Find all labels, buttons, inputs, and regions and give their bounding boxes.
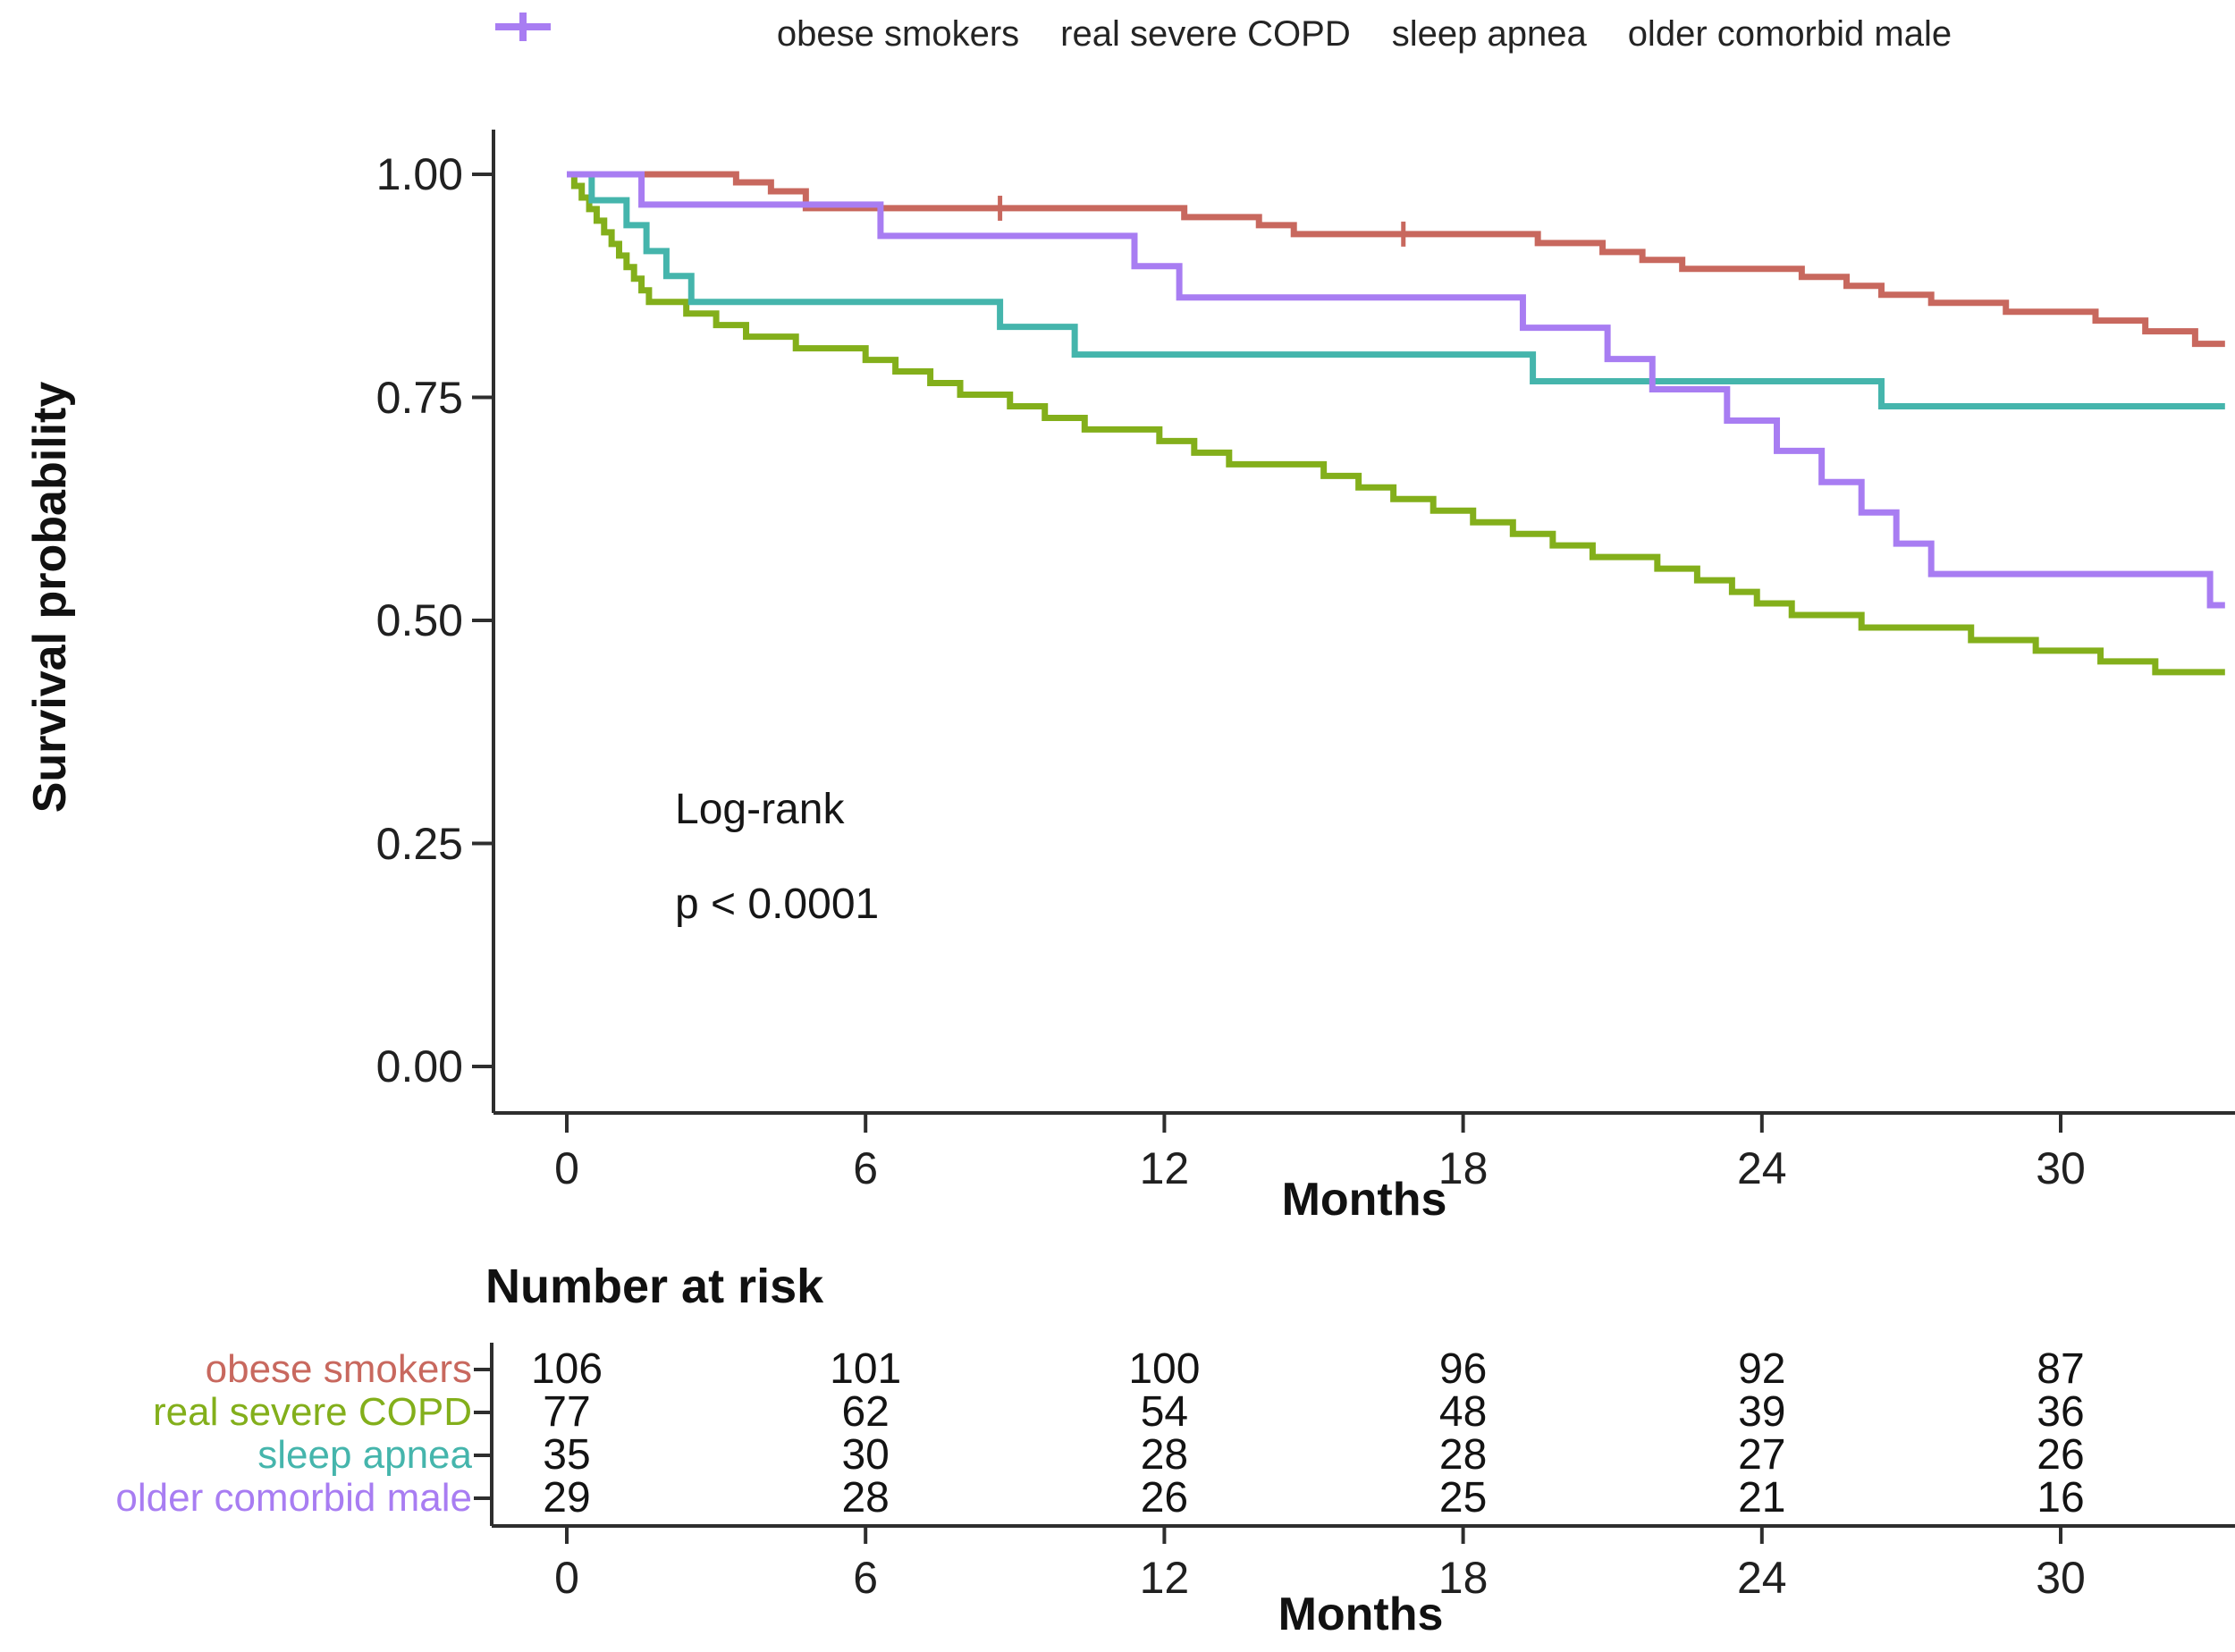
- risk-count-cell: 48: [1438, 1388, 1488, 1436]
- risk-count-cell: 26: [2037, 1431, 2085, 1479]
- logrank-annotation: Log-rank: [675, 786, 845, 833]
- legend-label: older comorbid male: [1627, 13, 1952, 54]
- risk-count-cell: 21: [1738, 1474, 1786, 1521]
- risk-count-cell: 96: [1438, 1345, 1488, 1393]
- risk-count-cell: 92: [1738, 1345, 1786, 1393]
- risk-count-cell: 26: [1140, 1474, 1189, 1521]
- y-tick-label: 0.75: [375, 372, 463, 423]
- pvalue-annotation: p < 0.0001: [675, 881, 880, 928]
- x-tick-label: 24: [1736, 1143, 1787, 1193]
- legend-key-cross-icon: [495, 13, 551, 41]
- risk-row-label-real-severe-COPD: real severe COPD: [152, 1390, 472, 1434]
- risk-table-x-tick-label: 18: [1438, 1553, 1489, 1603]
- survival-curve-sleep-apnea: [567, 171, 2225, 409]
- risk-table-x-tick-label: 24: [1736, 1553, 1787, 1603]
- risk-count-cell: 30: [841, 1431, 890, 1479]
- risk-table-x-tick-label: 12: [1139, 1553, 1190, 1603]
- survival-curve-older-comorbid-male: [567, 171, 2225, 609]
- risk-count-cell: 27: [1738, 1431, 1786, 1479]
- risk-count-cell: 87: [2037, 1345, 2085, 1393]
- legend-label: obese smokers: [776, 13, 1020, 54]
- risk-count-cell: 36: [2037, 1388, 2085, 1436]
- risk-count-cell: 101: [830, 1345, 902, 1393]
- risk-count-cell: 39: [1738, 1388, 1786, 1436]
- y-tick-label: 0.00: [375, 1041, 463, 1092]
- x-tick-label: 18: [1438, 1143, 1489, 1193]
- risk-table-title: Number at risk: [485, 1260, 824, 1313]
- risk-count-cell: 62: [841, 1388, 890, 1436]
- legend: obese smokers real severe COPD sleep apnea…: [493, 9, 2235, 59]
- risk-count-cell: 28: [841, 1474, 890, 1521]
- risk-table-x-axis-title: Months: [1278, 1589, 1444, 1640]
- risk-count-cell: 28: [1140, 1431, 1189, 1479]
- risk-count-cell: 16: [2037, 1474, 2085, 1521]
- risk-count-cell: 25: [1438, 1474, 1488, 1521]
- risk-count-cell: 35: [543, 1431, 591, 1479]
- legend-item-older-comorbid-male: older comorbid male: [495, 13, 1952, 55]
- risk-count-cell: 28: [1438, 1431, 1488, 1479]
- risk-row-label-obese-smokers: obese smokers: [205, 1347, 472, 1391]
- x-tick-label: 0: [554, 1143, 579, 1193]
- x-tick-label: 30: [2036, 1143, 2086, 1193]
- risk-count-cell: 106: [530, 1345, 603, 1393]
- y-tick-label: 1.00: [375, 149, 463, 199]
- risk-count-cell: 54: [1140, 1388, 1189, 1436]
- y-tick-label: 0.25: [375, 818, 463, 869]
- risk-table-x-tick-label: 6: [853, 1553, 879, 1603]
- legend-label: real severe COPD: [1060, 13, 1351, 54]
- risk-count-cell: 77: [543, 1388, 591, 1436]
- risk-count-cell: 100: [1128, 1345, 1201, 1393]
- x-axis-title: Months: [1281, 1174, 1447, 1226]
- risk-row-label-older-comorbid-male: older comorbid male: [115, 1476, 472, 1520]
- legend-item-obese-smokers: obese smokers: [495, 13, 1020, 55]
- legend-label: sleep apnea: [1391, 13, 1587, 54]
- risk-table-x-tick-label: 30: [2036, 1553, 2086, 1603]
- survival-curve-obese-smokers: [567, 171, 2225, 348]
- risk-count-cell: 29: [543, 1474, 591, 1521]
- survival-curve-real-severe-COPD: [567, 171, 2225, 676]
- risk-table-x-tick-label: 0: [554, 1553, 579, 1603]
- y-tick-label: 0.50: [375, 595, 463, 645]
- x-tick-label: 12: [1139, 1143, 1190, 1193]
- x-tick-label: 6: [853, 1143, 879, 1193]
- risk-row-label-sleep-apnea: sleep apnea: [257, 1433, 472, 1477]
